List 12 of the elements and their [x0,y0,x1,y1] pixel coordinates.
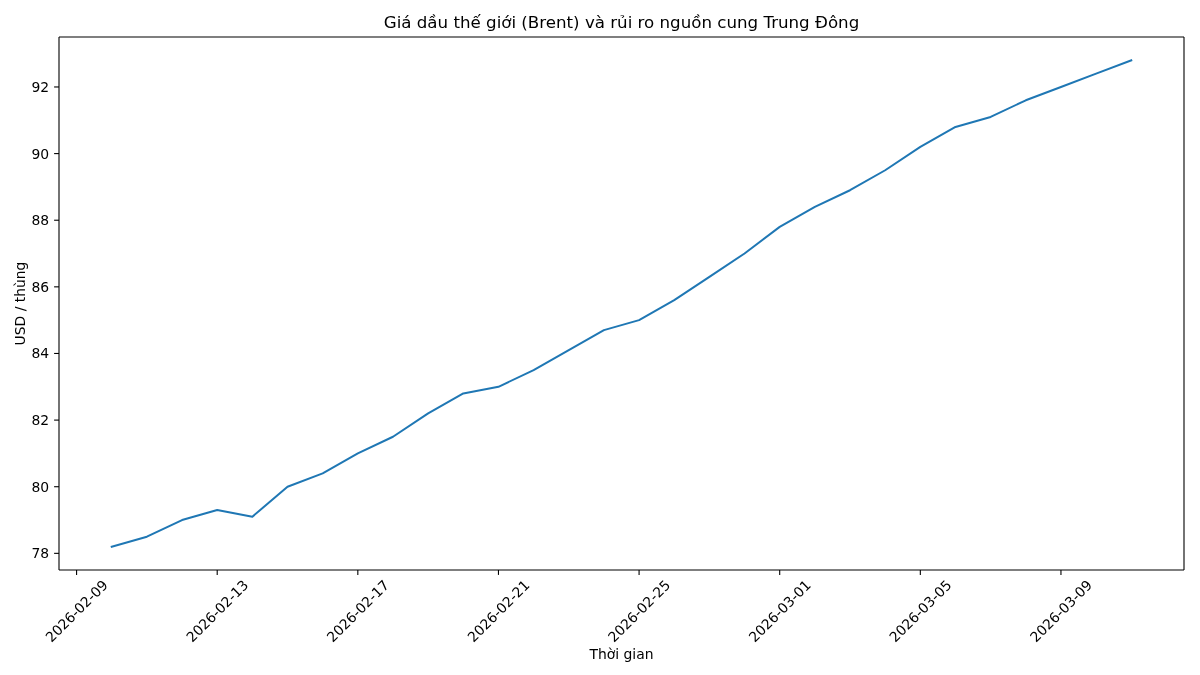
y-tick-label: 80 [31,478,50,495]
y-tick-label: 82 [31,412,50,429]
y-tick-label: 90 [31,145,50,162]
y-tick-label: 88 [31,212,50,229]
y-tick-label: 78 [31,545,50,562]
y-tick-label: 84 [31,345,50,362]
y-tick-label: 86 [31,278,50,295]
y-axis-title: USD / thùng [12,261,28,346]
line-series [110,59,1133,548]
chart-title: Giá dầu thế giới (Brent) và rủi ro nguồn cung Trung Đông [383,13,860,32]
y-tick-label: 92 [31,78,50,95]
x-axis-title: Thời gian [588,646,654,662]
